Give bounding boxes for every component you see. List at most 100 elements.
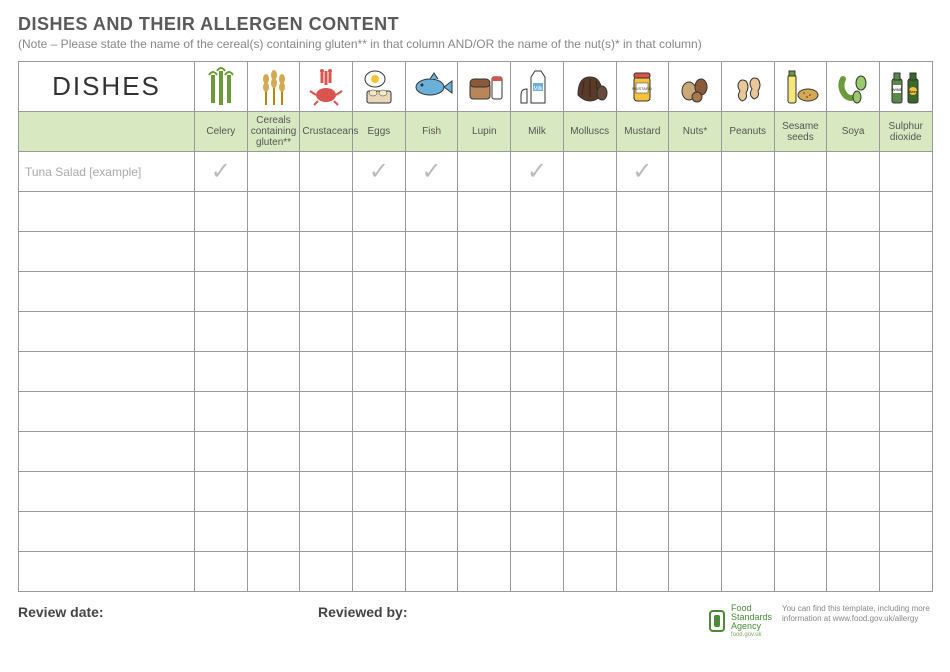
dish-name-cell[interactable]: [19, 352, 195, 392]
dish-name-cell[interactable]: [19, 392, 195, 432]
allergen-cell[interactable]: [721, 192, 774, 232]
allergen-cell[interactable]: [300, 392, 353, 432]
allergen-cell[interactable]: [511, 432, 564, 472]
allergen-cell[interactable]: [827, 352, 880, 392]
allergen-cell[interactable]: [879, 512, 932, 552]
allergen-cell[interactable]: [458, 152, 511, 192]
allergen-cell[interactable]: [353, 192, 406, 232]
allergen-cell[interactable]: [616, 392, 669, 432]
allergen-cell[interactable]: [405, 392, 458, 432]
allergen-cell[interactable]: [300, 152, 353, 192]
dish-name-cell[interactable]: [19, 232, 195, 272]
allergen-cell[interactable]: [879, 152, 932, 192]
allergen-cell[interactable]: ✓: [353, 152, 406, 192]
allergen-cell[interactable]: [247, 312, 300, 352]
allergen-cell[interactable]: [616, 552, 669, 592]
allergen-cell[interactable]: [721, 392, 774, 432]
allergen-cell[interactable]: [300, 472, 353, 512]
allergen-cell[interactable]: [616, 472, 669, 512]
allergen-cell[interactable]: [563, 552, 616, 592]
allergen-cell[interactable]: [300, 552, 353, 592]
allergen-cell[interactable]: [563, 472, 616, 512]
allergen-cell[interactable]: [721, 352, 774, 392]
allergen-cell[interactable]: [669, 272, 722, 312]
allergen-cell[interactable]: [195, 192, 248, 232]
allergen-cell[interactable]: [247, 192, 300, 232]
allergen-cell[interactable]: [300, 312, 353, 352]
allergen-cell[interactable]: [511, 472, 564, 512]
allergen-cell[interactable]: ✓: [195, 152, 248, 192]
allergen-cell[interactable]: [511, 312, 564, 352]
allergen-cell[interactable]: [511, 192, 564, 232]
allergen-cell[interactable]: [300, 512, 353, 552]
allergen-cell[interactable]: [616, 192, 669, 232]
allergen-cell[interactable]: [353, 352, 406, 392]
allergen-cell[interactable]: [300, 432, 353, 472]
allergen-cell[interactable]: [458, 432, 511, 472]
allergen-cell[interactable]: [300, 192, 353, 232]
allergen-cell[interactable]: [669, 552, 722, 592]
allergen-cell[interactable]: [511, 232, 564, 272]
allergen-cell[interactable]: [669, 312, 722, 352]
allergen-cell[interactable]: [195, 312, 248, 352]
allergen-cell[interactable]: [616, 272, 669, 312]
allergen-cell[interactable]: [300, 232, 353, 272]
allergen-cell[interactable]: [827, 512, 880, 552]
allergen-cell[interactable]: [195, 392, 248, 432]
allergen-cell[interactable]: [774, 552, 827, 592]
allergen-cell[interactable]: [669, 472, 722, 512]
allergen-cell[interactable]: [247, 152, 300, 192]
allergen-cell[interactable]: ✓: [511, 152, 564, 192]
allergen-cell[interactable]: [247, 432, 300, 472]
allergen-cell[interactable]: [774, 232, 827, 272]
allergen-cell[interactable]: [616, 352, 669, 392]
allergen-cell[interactable]: [195, 272, 248, 312]
dish-name-cell[interactable]: [19, 312, 195, 352]
allergen-cell[interactable]: [616, 232, 669, 272]
allergen-cell[interactable]: [511, 512, 564, 552]
dish-name-cell[interactable]: Tuna Salad [example]: [19, 152, 195, 192]
allergen-cell[interactable]: [405, 232, 458, 272]
allergen-cell[interactable]: [721, 552, 774, 592]
allergen-cell[interactable]: [879, 472, 932, 512]
allergen-cell[interactable]: [511, 352, 564, 392]
allergen-cell[interactable]: [827, 432, 880, 472]
allergen-cell[interactable]: [563, 232, 616, 272]
allergen-cell[interactable]: [774, 392, 827, 432]
allergen-cell[interactable]: [774, 272, 827, 312]
allergen-cell[interactable]: [879, 312, 932, 352]
allergen-cell[interactable]: [879, 552, 932, 592]
dish-name-cell[interactable]: [19, 552, 195, 592]
allergen-cell[interactable]: [511, 392, 564, 432]
allergen-cell[interactable]: [195, 352, 248, 392]
allergen-cell[interactable]: [669, 392, 722, 432]
allergen-cell[interactable]: ✓: [616, 152, 669, 192]
allergen-cell[interactable]: [563, 512, 616, 552]
allergen-cell[interactable]: [827, 232, 880, 272]
allergen-cell[interactable]: [774, 432, 827, 472]
allergen-cell[interactable]: [774, 472, 827, 512]
allergen-cell[interactable]: [405, 512, 458, 552]
allergen-cell[interactable]: [300, 352, 353, 392]
allergen-cell[interactable]: [616, 312, 669, 352]
allergen-cell[interactable]: [353, 512, 406, 552]
allergen-cell[interactable]: [774, 352, 827, 392]
dish-name-cell[interactable]: [19, 192, 195, 232]
allergen-cell[interactable]: [300, 272, 353, 312]
allergen-cell[interactable]: [669, 432, 722, 472]
allergen-cell[interactable]: [669, 152, 722, 192]
allergen-cell[interactable]: [195, 552, 248, 592]
allergen-cell[interactable]: [669, 192, 722, 232]
allergen-cell[interactable]: [195, 432, 248, 472]
allergen-cell[interactable]: [458, 352, 511, 392]
allergen-cell[interactable]: [353, 232, 406, 272]
allergen-cell[interactable]: [827, 472, 880, 512]
allergen-cell[interactable]: [563, 392, 616, 432]
allergen-cell[interactable]: [721, 312, 774, 352]
allergen-cell[interactable]: [827, 152, 880, 192]
allergen-cell[interactable]: [458, 472, 511, 512]
allergen-cell[interactable]: [879, 352, 932, 392]
allergen-cell[interactable]: [247, 512, 300, 552]
allergen-cell[interactable]: [669, 232, 722, 272]
allergen-cell[interactable]: [195, 512, 248, 552]
